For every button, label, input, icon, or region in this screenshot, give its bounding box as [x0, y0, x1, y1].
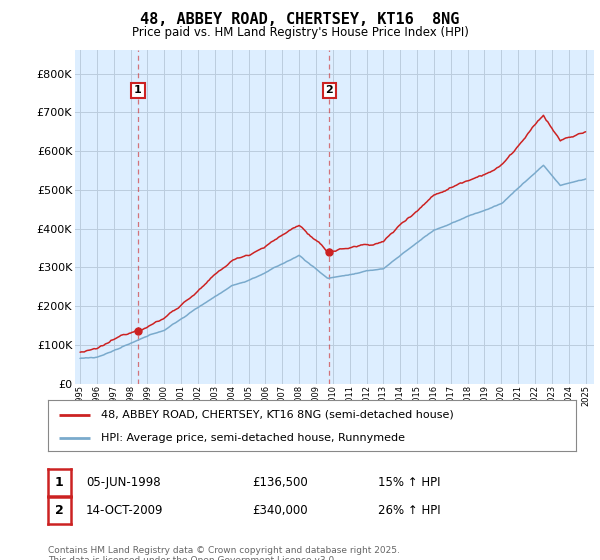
Text: 05-JUN-1998: 05-JUN-1998 [86, 475, 160, 489]
Text: 1: 1 [55, 475, 64, 489]
Text: 2: 2 [325, 85, 333, 95]
Text: 1: 1 [134, 85, 142, 95]
Text: 48, ABBEY ROAD, CHERTSEY, KT16 8NG (semi-detached house): 48, ABBEY ROAD, CHERTSEY, KT16 8NG (semi… [101, 409, 454, 419]
Text: Contains HM Land Registry data © Crown copyright and database right 2025.
This d: Contains HM Land Registry data © Crown c… [48, 546, 400, 560]
Text: £340,000: £340,000 [252, 503, 308, 517]
Text: 2: 2 [55, 503, 64, 517]
Text: 15% ↑ HPI: 15% ↑ HPI [378, 475, 440, 489]
Text: HPI: Average price, semi-detached house, Runnymede: HPI: Average price, semi-detached house,… [101, 433, 405, 443]
Text: 14-OCT-2009: 14-OCT-2009 [86, 503, 163, 517]
Text: 48, ABBEY ROAD, CHERTSEY, KT16  8NG: 48, ABBEY ROAD, CHERTSEY, KT16 8NG [140, 12, 460, 27]
Text: £136,500: £136,500 [252, 475, 308, 489]
Text: 26% ↑ HPI: 26% ↑ HPI [378, 503, 440, 517]
Text: Price paid vs. HM Land Registry's House Price Index (HPI): Price paid vs. HM Land Registry's House … [131, 26, 469, 39]
